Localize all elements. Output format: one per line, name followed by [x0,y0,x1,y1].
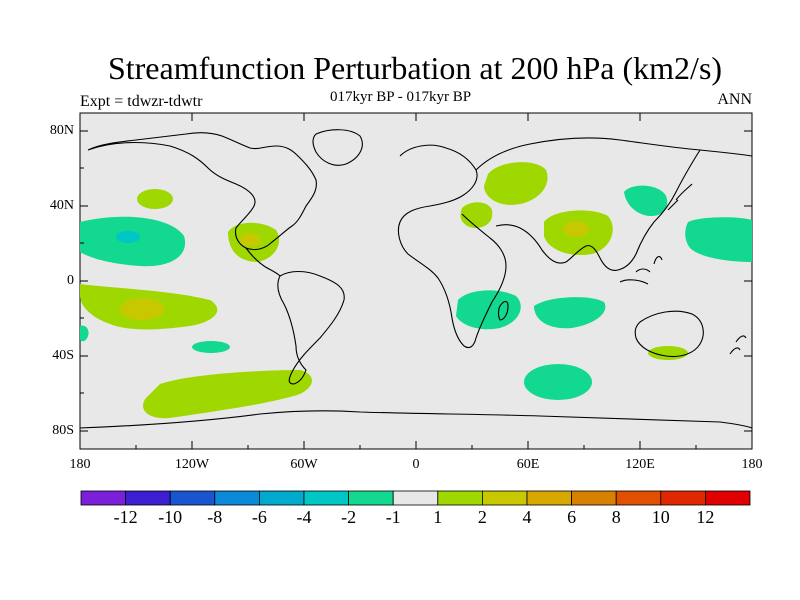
lon-label-120e: 120E [625,457,655,472]
lon-label-60e: 60E [516,457,540,472]
colorbar-label: 1 [433,507,443,527]
contour-negative-ne-asia [624,185,668,216]
colorbar-label: 12 [696,507,715,527]
contour-negative-indian [534,297,606,329]
coast-north-america [87,132,317,251]
colorbar-label: -8 [207,507,223,527]
colorbar-label: -10 [158,507,183,527]
colorbar-label: -4 [296,507,312,527]
lat-label-80n: 80N [49,123,74,138]
contour-negative-npacific-core [116,231,140,243]
colorbar-label: -2 [341,507,357,527]
contour-positive-se-pacific-core [120,298,164,320]
lon-label-120w: 120W [174,457,210,472]
axis-ticks [80,113,752,449]
coast-central-america [245,247,281,277]
colorbar-label: -1 [385,507,401,527]
coast-madagascar [497,300,509,321]
colorbar-label: 6 [567,507,577,527]
plot-subtitle: 017kyr BP - 017kyr BP [330,89,472,105]
lat-label-0: 0 [67,273,74,288]
contour-fields [80,129,752,429]
contour-positive-gulf-core [240,233,260,247]
coast-greenland [312,129,363,166]
contour-negative-sw-pacific [80,325,89,342]
lat-label-40s: 40S [52,348,74,363]
coastlines [80,129,752,429]
lat-label-40n: 40N [49,198,74,213]
colorbar-label: -6 [251,507,267,527]
contour-positive-mideast [484,162,548,205]
lon-label-180w: 180 [69,457,91,472]
coast-japan [667,183,693,211]
contour-negative-nw-pacific [685,217,752,262]
plot-title: Streamfunction Perturbation at 200 hPa (… [107,50,723,86]
coast-new-zealand [729,335,747,355]
colorbar-label: -12 [113,507,138,527]
coast-australia [634,310,704,358]
contour-positive-npacific [137,189,173,209]
lon-label-180e: 180 [741,457,763,472]
coast-asia [475,137,752,271]
lat-label-80s: 80S [52,423,74,438]
coast-europe-africa [397,144,507,349]
colorbar-label: 2 [477,507,487,527]
contour-negative-se-pacific [192,341,230,353]
contour-positive-arabia [460,202,493,228]
lon-label-60w: 60W [290,457,318,472]
colorbar-label: 8 [611,507,621,527]
contour-positive-southern-pacific [143,370,312,419]
season-label: ANN [717,91,752,108]
coast-south-america [277,270,345,385]
coast-antarctica [80,410,752,429]
experiment-label: Expt = tdwzr-tdwtr [80,93,203,110]
colorbar-label: 10 [651,507,670,527]
coast-maritime-continent [619,255,663,285]
colorbar-label: 4 [522,507,532,527]
lon-label-0: 0 [412,457,420,472]
contour-negative-southern [524,364,592,400]
contour-positive-tibet-core [563,221,589,237]
